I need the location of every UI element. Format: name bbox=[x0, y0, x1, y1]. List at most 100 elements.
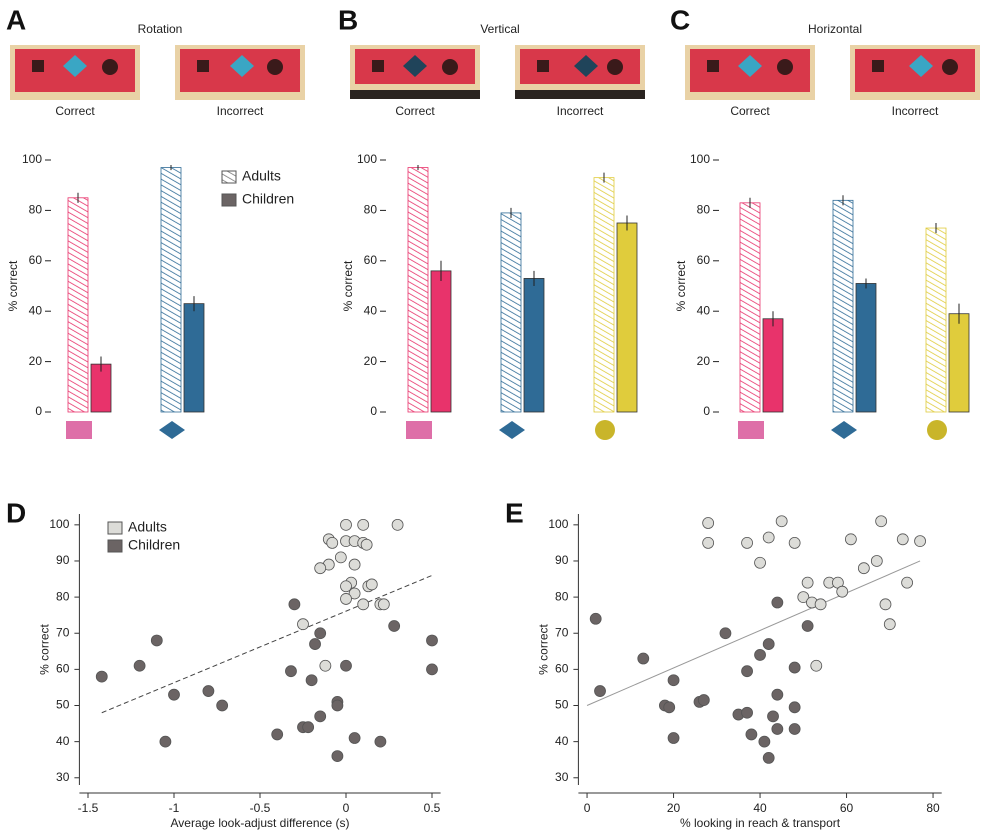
point bbox=[314, 562, 327, 575]
point bbox=[797, 591, 810, 604]
photo-label: Correct bbox=[55, 104, 95, 118]
x-tick-label: 40 bbox=[753, 801, 767, 815]
point bbox=[667, 674, 680, 687]
point bbox=[814, 598, 827, 611]
point bbox=[762, 531, 775, 544]
legend-swatch bbox=[221, 193, 237, 207]
point bbox=[771, 596, 784, 609]
bar bbox=[430, 270, 452, 413]
point bbox=[334, 551, 347, 564]
point bbox=[388, 620, 401, 632]
photo-shape bbox=[63, 55, 87, 77]
panel-letter: E bbox=[505, 497, 524, 528]
bar bbox=[925, 227, 947, 413]
x-axis-label: Average look-adjust difference (s) bbox=[171, 816, 350, 830]
photo-hole bbox=[442, 59, 458, 75]
photo-hole bbox=[197, 60, 209, 72]
y-tick-label: 100 bbox=[22, 152, 42, 166]
panel-letter: D bbox=[6, 497, 26, 528]
point bbox=[331, 699, 344, 712]
point bbox=[302, 721, 315, 734]
photo-hole bbox=[372, 60, 384, 72]
point bbox=[357, 598, 370, 611]
photo-hole bbox=[872, 60, 884, 72]
photo-label: Correct bbox=[730, 104, 770, 118]
point bbox=[340, 593, 352, 605]
point bbox=[319, 659, 332, 672]
category-icon bbox=[738, 421, 764, 439]
point bbox=[719, 627, 732, 640]
point bbox=[391, 518, 404, 531]
x-tick-label: 0 bbox=[343, 801, 350, 815]
y-axis-label: % correct bbox=[537, 624, 551, 675]
y-tick-label: 20 bbox=[697, 354, 711, 368]
y-tick-label: 80 bbox=[697, 203, 711, 217]
point bbox=[357, 518, 370, 531]
bar bbox=[739, 202, 761, 413]
x-tick-label: 80 bbox=[926, 801, 940, 815]
point bbox=[875, 515, 888, 528]
photo-hole bbox=[707, 60, 719, 72]
photo-shape bbox=[403, 55, 427, 77]
point bbox=[836, 585, 849, 598]
y-axis-label: % correct bbox=[38, 624, 52, 675]
x-tick-label: 60 bbox=[840, 801, 854, 815]
x-tick-label: -1 bbox=[169, 801, 180, 815]
point bbox=[377, 598, 390, 611]
panel-title: Vertical bbox=[480, 22, 519, 36]
photo-label: Incorrect bbox=[892, 104, 939, 118]
point bbox=[309, 638, 321, 650]
y-tick-label: 60 bbox=[697, 253, 711, 267]
y-tick-label: 100 bbox=[49, 517, 69, 531]
point bbox=[589, 612, 602, 625]
y-tick-label: 0 bbox=[370, 404, 377, 418]
photo-hole bbox=[537, 60, 549, 72]
category-icon bbox=[831, 421, 857, 439]
panel-title: Rotation bbox=[138, 22, 183, 36]
y-tick-label: 80 bbox=[29, 203, 43, 217]
x-tick-label: -0.5 bbox=[250, 801, 271, 815]
panel-letter: B bbox=[338, 4, 358, 35]
point bbox=[271, 728, 284, 741]
point bbox=[340, 659, 352, 672]
point bbox=[365, 578, 378, 591]
point bbox=[758, 735, 771, 748]
point bbox=[288, 598, 301, 611]
point bbox=[767, 710, 779, 723]
point bbox=[95, 670, 108, 683]
point bbox=[788, 701, 801, 714]
category-icon bbox=[159, 421, 185, 439]
photo-label: Incorrect bbox=[557, 104, 604, 118]
point bbox=[340, 518, 352, 531]
point bbox=[771, 723, 784, 735]
photo-hole bbox=[267, 59, 283, 75]
point bbox=[775, 515, 788, 528]
y-tick-label: 50 bbox=[56, 698, 70, 712]
y-axis-label: % correct bbox=[6, 260, 20, 311]
photo-hole bbox=[32, 60, 44, 72]
point bbox=[801, 620, 814, 632]
point bbox=[297, 618, 309, 631]
category-icon bbox=[927, 420, 947, 440]
point bbox=[741, 706, 753, 719]
photo-label: Correct bbox=[395, 104, 435, 118]
photo-hole bbox=[102, 59, 118, 75]
bar bbox=[616, 222, 638, 413]
point bbox=[801, 576, 814, 589]
legend-swatch bbox=[107, 521, 123, 535]
point bbox=[150, 634, 163, 647]
point bbox=[788, 723, 801, 735]
bar bbox=[407, 167, 429, 413]
point bbox=[202, 685, 215, 697]
y-tick-label: 100 bbox=[357, 152, 377, 166]
category-icon bbox=[66, 421, 92, 439]
y-tick-label: 40 bbox=[56, 734, 70, 748]
category-icon bbox=[499, 421, 525, 439]
photo-shape bbox=[909, 55, 933, 77]
point bbox=[159, 735, 172, 748]
category-icon bbox=[595, 420, 615, 440]
point bbox=[702, 537, 715, 549]
point bbox=[340, 580, 352, 593]
legend-label: Adults bbox=[128, 519, 167, 535]
